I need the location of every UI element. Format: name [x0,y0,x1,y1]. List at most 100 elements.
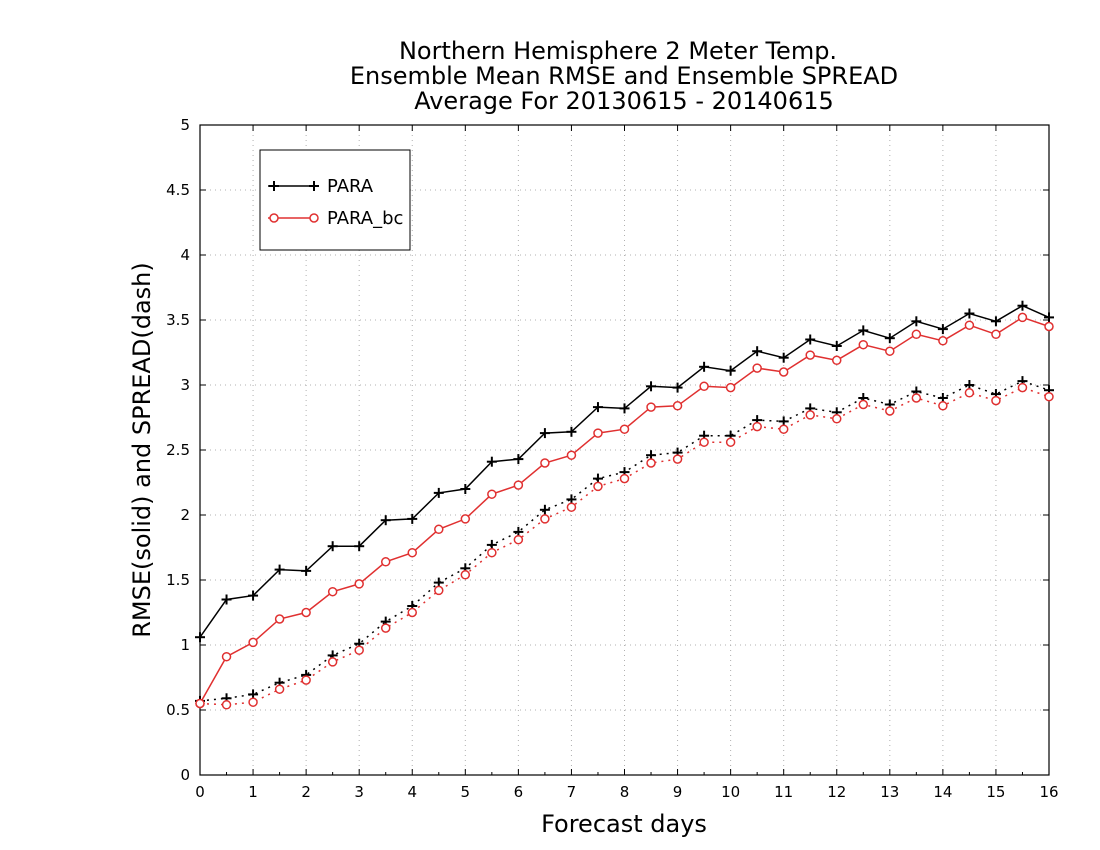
data-point-para-bc-spread [221,700,232,710]
data-point-para-bc-spread [248,697,258,707]
legend-label-para-bc: PARA_bc [327,208,403,229]
data-point-para-bc-rmse [832,355,842,366]
y-axis-label: RMSE(solid) and SPREAD(dash) [128,262,156,638]
data-point-para-rmse [937,324,948,335]
data-point-para-rmse [672,382,683,393]
data-point-para-bc-rmse [752,363,762,373]
data-point-para-rmse [858,325,869,336]
x-tick-label: 4 [407,783,417,801]
legend: PARA PARA_bc [259,149,411,251]
data-point-para-bc-rmse [513,480,524,490]
data-point-para-bc-rmse [938,336,948,346]
data-point-para-rmse [805,334,816,345]
x-tick-label: 0 [195,783,205,801]
title-line-2: Ensemble Mean RMSE and Ensemble SPREAD [350,62,898,90]
data-point-para-rmse [592,402,603,413]
data-point-para-bc-spread [566,502,577,512]
data-point-para-bc-spread [513,534,524,545]
data-point-para-bc-spread [1044,391,1054,402]
data-point-para-rmse [566,426,577,437]
grid [200,125,1049,775]
data-point-para-rmse [725,365,736,376]
title-line-3: Average For 20130615 - 20140615 [414,87,834,115]
data-point-para-rmse [778,352,789,363]
data-point-para-bc-rmse [460,514,471,524]
data-point-para-bc-spread [274,684,285,694]
data-point-para-bc-spread [619,473,630,484]
legend-markers [268,181,319,223]
data-point-para-rmse [964,308,975,319]
y-tick-label: 4.5 [166,181,190,199]
data-point-para-rmse [911,316,922,327]
data-point-para-bc-rmse [380,557,391,567]
data-point-para-bc-rmse [991,329,1001,340]
data-point-para-rmse [1017,300,1028,311]
data-point-para-bc-spread [672,454,683,464]
data-point-para-bc-rmse [301,607,311,618]
data-point-para-bc-rmse [248,637,258,648]
data-point-para-rmse [831,341,842,351]
data-point-para-bc-spread [752,421,762,432]
data-point-para-rmse [195,632,205,643]
data-point-para-bc-spread [964,388,975,398]
data-point-para-rmse [990,316,1001,327]
data-point-para-bc-rmse [1044,321,1054,332]
data-point-para-bc-rmse [672,401,683,411]
data-point-para-rmse [513,454,524,465]
x-tick-label: 6 [514,783,524,801]
data-point-para-bc-spread [301,675,311,685]
data-point-para-bc-spread [832,414,842,424]
data-point-para-rmse [407,513,418,524]
data-point-para-bc-rmse [805,350,815,360]
data-point-para-rmse [274,564,285,575]
legend-marker-1-a [269,213,279,223]
data-point-para-bc-spread [778,424,789,434]
data-point-para-bc-rmse [487,489,497,499]
chart-title: Northern Hemisphere 2 Meter Temp. Ensemb… [350,37,898,115]
data-point-para-bc-spread [885,406,895,416]
y-tick-label: 1.5 [166,571,190,589]
series-para-rmse [195,300,1054,643]
legend-marker-1-b [309,213,319,223]
data-point-para-bc-spread [380,623,391,633]
data-point-para-bc-spread [1017,382,1028,393]
x-tick-label: 7 [567,783,577,801]
y-tick-label: 1 [180,636,190,654]
x-tick-label: 9 [673,783,683,801]
legend-marker-0-b [309,181,319,191]
y-tick-label: 3 [180,376,190,394]
data-point-para-bc-spread [487,547,497,558]
data-point-para-bc-rmse [221,651,232,662]
data-point-para-bc-rmse [407,547,417,558]
x-tick-label: 1 [248,783,258,801]
data-point-para-bc-spread [725,437,736,447]
y-tick-label: 0 [180,766,190,784]
data-point-para-rmse [619,403,630,414]
y-tick-label: 2.5 [166,441,190,459]
data-point-para-rmse [752,346,763,357]
data-point-para-bc-spread [938,401,948,411]
data-point-para-bc-spread [911,393,922,403]
data-point-para-bc-rmse [274,614,285,624]
data-point-para-bc-spread [354,645,364,655]
data-point-para-bc-spread [195,698,205,709]
x-tick-label: 12 [827,783,846,801]
legend-box [259,149,411,251]
data-point-para-rmse [327,541,338,552]
x-axis-label: Forecast days [541,810,707,838]
data-point-para-bc-spread [991,395,1001,406]
data-point-para-rmse [354,541,365,552]
series-layer [195,300,1054,710]
data-point-para-bc-rmse [646,402,656,412]
data-point-para-bc-spread [858,399,869,410]
data-point-para-rmse [433,487,444,498]
x-tick-label: 14 [933,783,952,801]
data-point-para-bc-rmse [725,382,736,393]
data-point-para-bc-rmse [699,381,709,392]
data-point-para-bc-rmse [540,458,550,468]
data-point-para-bc-rmse [1017,312,1028,323]
data-point-para-spread [539,504,550,515]
y-tick-label: 4 [180,246,190,264]
data-point-para-rmse [646,381,657,392]
